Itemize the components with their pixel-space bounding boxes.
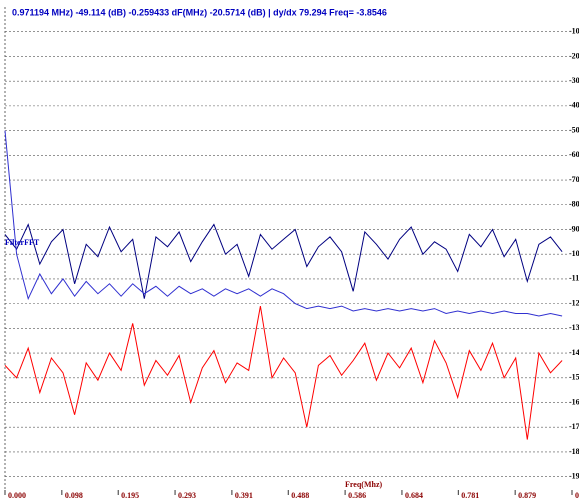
y-tick-label: -40 <box>569 101 579 110</box>
x-tick-label: 0.488 <box>291 491 309 500</box>
readout: 0.971194 MHz) -49.114 (dB) -0.259433 dF(… <box>12 7 387 17</box>
series-line <box>4 223 563 299</box>
y-tick-label: -100 <box>569 249 579 258</box>
x-tick-label: 0.293 <box>178 491 196 500</box>
y-tick-label: -90 <box>569 224 579 233</box>
x-axis-title: Freq(Mhz) <box>345 480 383 489</box>
y-tick-label: -50 <box>569 125 579 134</box>
y-tick-label: -30 <box>569 76 579 85</box>
annotation: FilterFFT <box>5 238 40 247</box>
y-tick-label: -170 <box>569 422 579 431</box>
y-tick-label: -20 <box>569 51 579 60</box>
x-tick-label: 0.391 <box>235 491 253 500</box>
y-tick-label: -180 <box>569 447 579 456</box>
y-tick-label: -60 <box>569 150 579 159</box>
y-tick-label: -190 <box>569 471 579 480</box>
y-tick-label: -140 <box>569 348 579 357</box>
y-tick-label: -130 <box>569 323 579 332</box>
y-tick-label: -120 <box>569 298 579 307</box>
y-tick-label: -150 <box>569 373 579 382</box>
y-tick-label: -160 <box>569 397 579 406</box>
y-tick-label: -70 <box>569 175 579 184</box>
y-tick-label: -10 <box>569 27 579 36</box>
y-tick-label: -110 <box>569 274 579 283</box>
y-tick-label: -80 <box>569 200 579 209</box>
x-tick-label: 0.879 <box>518 491 536 500</box>
x-tick-label: 0.586 <box>348 491 366 500</box>
x-tick-label: 0.684 <box>405 491 423 500</box>
x-tick-label: 0.000 <box>8 491 26 500</box>
x-tick-label: 0.977 <box>575 491 579 500</box>
x-tick-label: 0.195 <box>121 491 139 500</box>
series-line <box>4 306 563 440</box>
series-line <box>4 130 563 317</box>
x-tick-label: 0.781 <box>461 491 479 500</box>
x-tick-label: 0.098 <box>65 491 83 500</box>
